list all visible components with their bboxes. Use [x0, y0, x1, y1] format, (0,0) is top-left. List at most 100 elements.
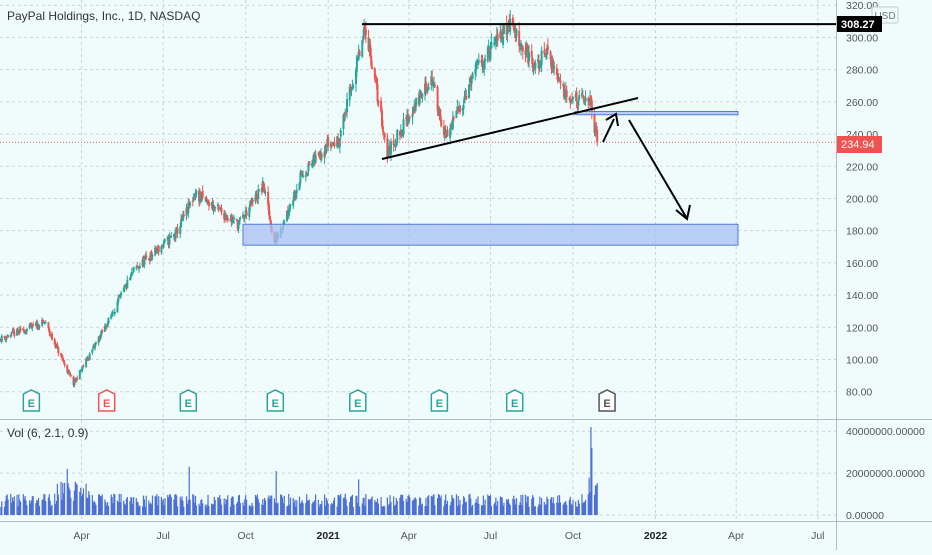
candle [337, 133, 340, 148]
retest-zone[interactable] [574, 111, 739, 116]
volume-bar [515, 504, 517, 515]
earnings-marker[interactable]: E [598, 389, 616, 412]
volume-bar [463, 496, 465, 515]
volume-axis[interactable]: 0.00000 20000000.00000 40000000.00000 [846, 426, 925, 522]
volume-title[interactable]: Vol (6, 2.1, 0.9) [7, 426, 88, 440]
volume-bar [528, 506, 530, 515]
candle [371, 60, 374, 70]
candle [545, 53, 548, 60]
last-price-tag-text: 234.94 [841, 139, 875, 151]
volume-bar [346, 506, 348, 515]
candle-body [593, 114, 596, 133]
volume-bar [204, 504, 206, 515]
earnings-marker[interactable]: E [349, 389, 367, 412]
earnings-marker[interactable]: E [505, 389, 524, 412]
candle [418, 89, 421, 107]
candle-body [138, 266, 141, 269]
earnings-marker-badge [179, 389, 198, 412]
earnings-marker[interactable]: E [179, 389, 198, 412]
volume-bar [249, 505, 251, 515]
candle-body [163, 240, 166, 245]
volume-bar [173, 499, 175, 515]
volume-bar [200, 500, 202, 515]
volume-bar [0, 506, 2, 515]
candle-body [333, 142, 336, 147]
volume-bar [332, 500, 335, 515]
candle-body [408, 116, 411, 118]
candle [571, 92, 574, 102]
earnings-marker-label: E [436, 398, 443, 410]
time-axis[interactable]: Apr Jul Oct 2021 Apr Jul Oct 2022 Apr Jul [73, 530, 824, 542]
price-axis[interactable]: 80.00 100.00 120.00 140.00 160.00 180.00 200.0… [846, 0, 878, 399]
candle [346, 92, 349, 119]
support-zone[interactable] [242, 223, 739, 246]
candle-body [577, 100, 580, 106]
volume-bar [289, 497, 292, 515]
volume-bar [201, 499, 203, 515]
candle [327, 134, 330, 151]
volume-bar [168, 494, 171, 515]
volume-bar [569, 496, 571, 515]
volume-bar [113, 493, 115, 515]
volume-bar [229, 506, 232, 515]
volume-bar [520, 494, 522, 515]
price-tick-label: 260.00 [846, 97, 878, 109]
candle-body [424, 81, 427, 91]
candle-body [580, 93, 583, 96]
candle [540, 46, 543, 73]
volume-bar [321, 500, 323, 515]
volume-bar [118, 493, 120, 515]
target-arrow-shaft[interactable] [628, 119, 687, 218]
volume-bar [582, 503, 584, 515]
candle [396, 128, 399, 146]
candle-body [545, 55, 548, 57]
volume-bar [470, 498, 472, 515]
volume-bar [139, 505, 141, 515]
retest-arrow-shaft[interactable] [602, 118, 615, 143]
volume-bar [117, 502, 119, 515]
volume-bar [245, 499, 248, 515]
candle-body [68, 369, 71, 373]
candle [258, 188, 261, 193]
candle-body [502, 25, 505, 35]
candle-body [421, 94, 424, 97]
volume-bar [487, 494, 489, 515]
volume-bar [54, 493, 56, 515]
earnings-marker[interactable]: E [266, 389, 285, 412]
volume-bar [176, 506, 179, 515]
candle-body [111, 314, 114, 316]
candle-body [256, 198, 259, 200]
candle-body [361, 40, 364, 57]
candle-body [137, 267, 140, 269]
earnings-marker-label: E [603, 398, 610, 410]
candle-body [235, 218, 238, 221]
trend-line[interactable] [381, 97, 639, 160]
volume-bar [394, 504, 397, 515]
candle-body [217, 205, 220, 208]
volume-bar [123, 500, 125, 515]
candle [373, 67, 376, 83]
volume-bar [420, 504, 423, 515]
volume-bar [208, 506, 210, 515]
candle-body [521, 46, 524, 52]
volume-bar [389, 495, 391, 515]
candle-body [376, 84, 379, 102]
candle [189, 201, 192, 209]
earnings-marker[interactable]: E [430, 389, 449, 412]
volume-bar [369, 499, 371, 515]
earnings-marker[interactable]: E [22, 389, 41, 412]
earnings-marker[interactable]: E [97, 389, 116, 412]
volume-bar [546, 496, 548, 515]
volume-bar [270, 495, 272, 515]
volume-bar [386, 497, 388, 515]
volume-bar [543, 501, 545, 515]
volume-bar [251, 502, 253, 515]
candle-body [440, 119, 443, 127]
candle-body [431, 77, 434, 86]
retest-arrow-head [605, 112, 619, 127]
candle-body [245, 211, 248, 216]
volume-bar [361, 503, 363, 515]
price-tick-label: 300.00 [846, 32, 878, 44]
volume-bar [557, 495, 559, 515]
candle [455, 110, 458, 119]
